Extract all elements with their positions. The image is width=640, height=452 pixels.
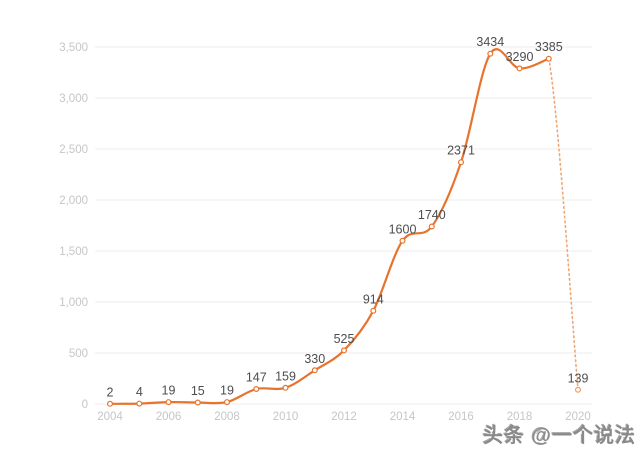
y-axis-tick-label: 2,500 [59,144,88,156]
data-point-label: 2 [107,385,114,399]
data-point-marker [253,386,260,393]
data-point-label: 147 [246,371,267,385]
data-point-label: 19 [220,384,234,398]
data-point-marker [165,399,172,406]
data-point-marker [282,384,289,391]
y-axis-tick-label: 3,500 [59,42,88,54]
x-axis-tick-label: 2020 [565,411,591,423]
data-point-label: 159 [275,369,296,383]
data-point-label: 19 [162,384,176,398]
data-point-marker [399,237,406,244]
data-point-marker [136,400,143,407]
y-axis-tick-label: 1,000 [59,297,88,309]
data-point-marker [224,399,231,406]
series-line-solid [108,48,550,405]
data-point-marker [574,386,581,393]
data-point-label: 3290 [506,50,534,64]
data-point-marker [545,55,552,62]
data-point-marker [487,50,494,57]
y-axis-tick-label: 500 [69,348,88,360]
data-point-label: 1600 [389,222,417,236]
data-point-label: 139 [568,371,589,385]
data-point-label: 525 [334,332,355,346]
x-axis-tick-label: 2004 [97,411,123,423]
data-point-label: 3385 [535,40,563,54]
data-point-label: 914 [363,292,384,306]
data-point-marker [516,65,523,72]
y-axis-tick-label: 3,000 [59,93,88,105]
y-axis-tick-label: 0 [82,399,88,411]
data-point-marker [458,159,465,166]
watermark: 头条 @一个说法 [482,425,636,447]
data-point-marker [194,399,201,406]
data-point-label: 3434 [476,35,504,49]
data-point-label: 2371 [447,144,475,158]
x-axis-tick-label: 2006 [156,411,182,423]
x-axis-tick-label: 2010 [273,411,299,423]
data-point-marker [428,223,435,230]
x-axis-tick-label: 2014 [390,411,416,423]
x-axis-tick-label: 2016 [448,411,474,423]
data-point-marker [370,307,377,314]
y-axis-tick-label: 1,500 [59,246,88,258]
y-axis-tick-label: 2,000 [59,195,88,207]
data-point-marker [311,367,318,374]
x-axis-tick-label: 2018 [507,411,533,423]
series-line-dotted [548,57,579,391]
data-point-label: 4 [136,385,143,399]
data-point-label: 330 [304,352,325,366]
x-axis-tick-label: 2012 [331,411,357,423]
x-axis-tick-label: 2008 [214,411,240,423]
data-point-label: 15 [191,384,205,398]
data-point-marker [106,400,113,407]
data-point-label: 1740 [418,208,446,222]
data-point-marker [341,347,348,354]
